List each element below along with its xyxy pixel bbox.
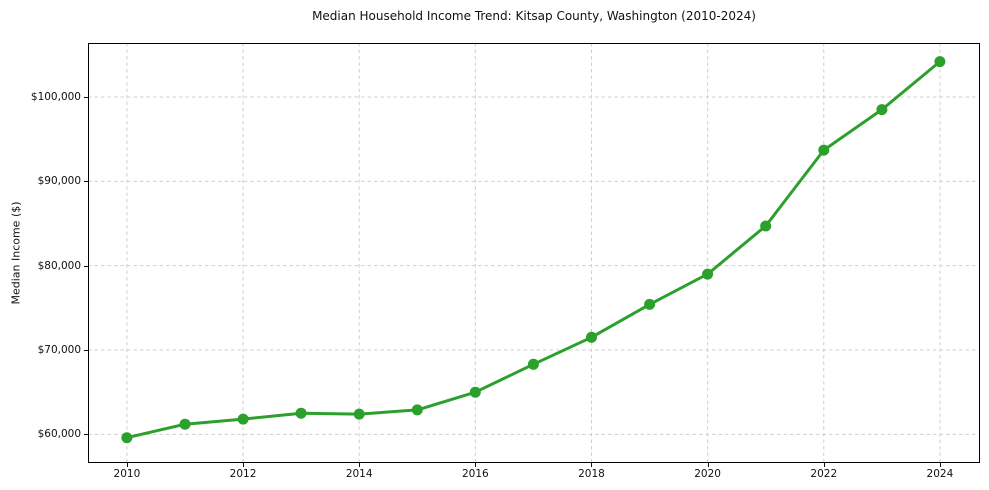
data-point-2024: [934, 56, 946, 68]
y-tick-label-90000: $90,000: [37, 175, 81, 188]
data-point-2013: [295, 407, 307, 419]
data-point-2011: [179, 418, 191, 430]
x-tick-mark-2016: [475, 463, 477, 467]
data-point-2022: [818, 144, 830, 156]
data-point-2015: [411, 404, 423, 416]
plot-frame: [88, 43, 980, 463]
x-tick-label-2018: 2018: [578, 468, 605, 480]
data-point-2021: [760, 220, 772, 232]
data-point-2010: [121, 432, 133, 444]
x-tick-mark-2022: [823, 463, 825, 467]
y-tick-mark-90000: [84, 181, 88, 183]
x-tick-mark-2010: [126, 463, 128, 467]
chart-title: Median Household Income Trend: Kitsap Co…: [312, 9, 756, 23]
x-tick-label-2024: 2024: [926, 468, 954, 480]
x-tick-label-2014: 2014: [345, 468, 373, 480]
y-axis-label: Median Income ($): [9, 201, 23, 305]
x-tick-mark-2018: [591, 463, 593, 467]
chart-canvas: [88, 43, 980, 463]
y-tick-mark-80000: [84, 265, 88, 267]
x-tick-label-2016: 2016: [461, 468, 489, 480]
data-point-2019: [644, 298, 656, 310]
plot-area: [88, 43, 980, 463]
trend-line: [125, 60, 942, 440]
x-tick-label-2022: 2022: [810, 468, 838, 480]
data-point-2016: [469, 386, 481, 398]
x-tick-mark-2020: [707, 463, 709, 467]
x-tick-label-2020: 2020: [694, 468, 721, 480]
x-tick-label-2010: 2010: [113, 468, 141, 480]
data-point-2014: [353, 408, 365, 420]
data-point-2012: [237, 413, 249, 425]
data-point-2018: [586, 331, 597, 343]
y-tick-mark-60000: [84, 434, 88, 436]
x-tick-mark-2014: [359, 463, 361, 467]
y-tick-mark-70000: [84, 349, 88, 351]
y-tick-label-80000: $80,000: [37, 259, 81, 272]
data-point-2023: [876, 104, 888, 116]
y-tick-label-100000: $100,000: [30, 90, 81, 103]
x-tick-mark-2012: [243, 463, 245, 467]
y-tick-label-70000: $70,000: [37, 343, 81, 356]
data-point-2017: [527, 358, 539, 370]
y-tick-label-60000: $60,000: [37, 428, 81, 441]
x-tick-label-2012: 2012: [229, 468, 257, 480]
y-tick-mark-100000: [84, 96, 88, 98]
data-point-2020: [702, 268, 714, 280]
x-tick-mark-2024: [939, 463, 941, 467]
